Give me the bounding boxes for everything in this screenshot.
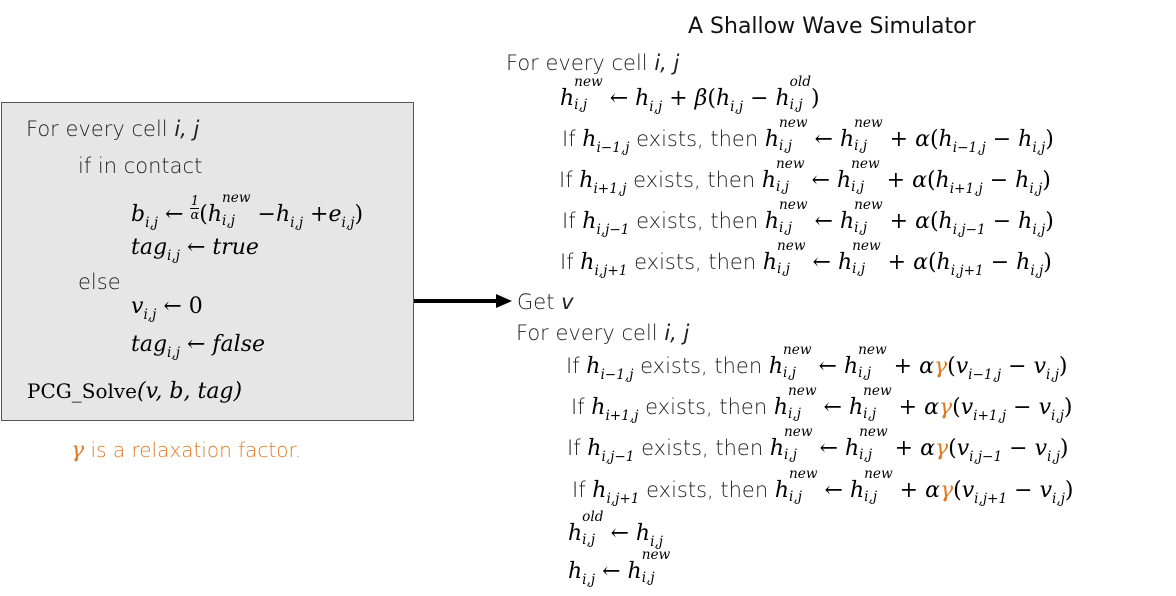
ij-vars-1: i, j [654, 51, 680, 75]
if-label: If [567, 436, 588, 460]
false-literal: false [212, 332, 266, 357]
if-in-contact-line: if in contact [78, 154, 203, 178]
exists-then-label: exists, then [629, 209, 765, 233]
get-v-line: Get v [517, 292, 574, 313]
if-label: If [572, 478, 593, 502]
exists-then-label: exists, then [634, 436, 770, 460]
get-label: Get [517, 290, 562, 314]
v-var: v [561, 290, 574, 314]
pcg-solve-call: PCG_Solve(v, b, tag) [27, 381, 242, 403]
ij-vars-2: i, j [664, 321, 690, 345]
exists-then-label: exists, then [639, 478, 775, 502]
left-ij-vars: i, j [174, 117, 200, 141]
exists-then-label: exists, then [626, 168, 762, 192]
if-label: If [571, 395, 592, 419]
for-every-cell-text-1: For every cell [506, 51, 655, 75]
relaxation-note-text: is a relaxation factor. [84, 438, 302, 462]
exists-then-label: exists, then [629, 127, 765, 151]
if-label: If [562, 127, 583, 151]
flow-arrow [414, 294, 512, 308]
true-literal: true [212, 235, 259, 260]
page-title: A Shallow Wave Simulator [688, 14, 976, 39]
pcg-solve-name: PCG_Solve [27, 379, 138, 403]
exists-then-label: exists, then [633, 354, 769, 378]
if-label: If [560, 250, 581, 274]
pcg-solve-args: (v, b, tag) [137, 379, 243, 404]
left-for-every-cell: For every cell i, j [26, 119, 199, 140]
right-for-every-cell-1: For every cell i, j [506, 53, 679, 74]
if-label: If [566, 354, 587, 378]
right-for-every-cell-2: For every cell i, j [516, 323, 689, 344]
left-for-every-cell-text: For every cell [26, 117, 175, 141]
pcg-procedure-box [1, 102, 414, 421]
for-every-cell-text-2: For every cell [516, 321, 665, 345]
gamma-symbol: γ [71, 438, 85, 463]
relaxation-note: γ is a relaxation factor. [71, 440, 301, 462]
if-label: If [559, 168, 580, 192]
tag-false-assignment: tagi,j ← false [131, 332, 266, 362]
exists-then-label: exists, then [627, 250, 763, 274]
else-line: else [78, 270, 121, 294]
v-zero-assignment: vi,j ← 0 [131, 294, 203, 324]
exists-then-label: exists, then [638, 395, 774, 419]
tag-true-assignment: tagi,j ← true [131, 235, 259, 265]
if-label: If [562, 209, 583, 233]
